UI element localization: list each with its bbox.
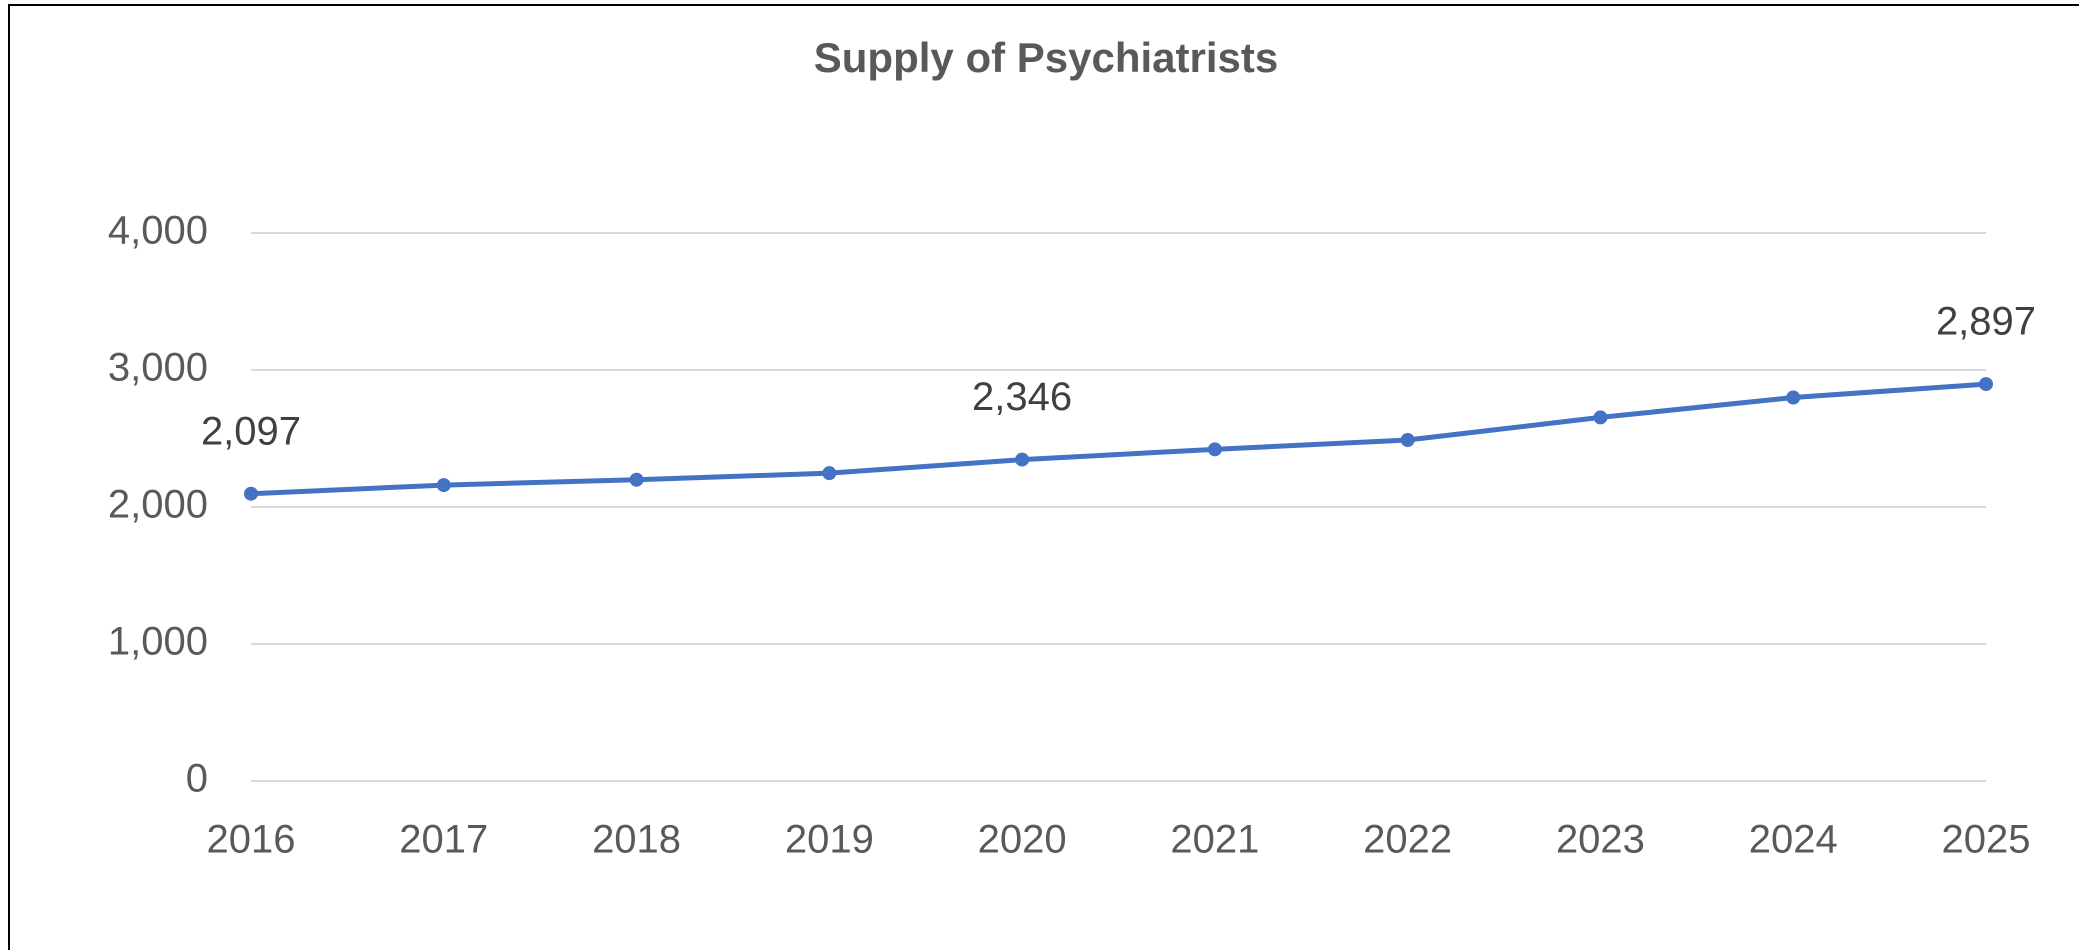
x-tick-label: 2024 <box>1749 818 1838 862</box>
marker <box>1979 377 1993 392</box>
y-tick-label: 4,000 <box>108 209 208 253</box>
y-tick-label: 3,000 <box>108 346 208 390</box>
x-tick-label: 2019 <box>785 818 874 862</box>
line <box>250 381 1987 497</box>
x-tick-label: 2018 <box>592 818 681 862</box>
marker <box>1786 390 1801 405</box>
x-tick-label: 2021 <box>1170 818 1259 862</box>
y-tick-label: 1,000 <box>108 620 208 664</box>
x-tick-label: 2023 <box>1556 818 1645 862</box>
marker <box>244 486 258 501</box>
data-label: 2,897 <box>1936 300 2036 344</box>
marker <box>1015 452 1030 467</box>
x-tick-label: 2022 <box>1363 818 1452 862</box>
marker <box>629 472 644 487</box>
marker <box>1207 442 1222 457</box>
x-tick-label: 2016 <box>207 818 296 862</box>
x-tick-label: 2017 <box>399 818 488 862</box>
marker <box>1593 410 1608 425</box>
y-tick-label: 2,000 <box>108 483 208 527</box>
chart-title: Supply of Psychiatrists <box>814 34 1278 81</box>
marker <box>1400 433 1415 448</box>
data-label: 2,097 <box>201 409 301 453</box>
marker <box>822 466 837 481</box>
y-tick-label: 0 <box>186 757 208 801</box>
marker <box>436 478 451 493</box>
x-tick-label: 2020 <box>978 818 1067 862</box>
x-tick-label: 2025 <box>1942 818 2031 862</box>
chart-frame <box>8 4 2079 950</box>
data-label: 2,346 <box>972 375 1072 419</box>
